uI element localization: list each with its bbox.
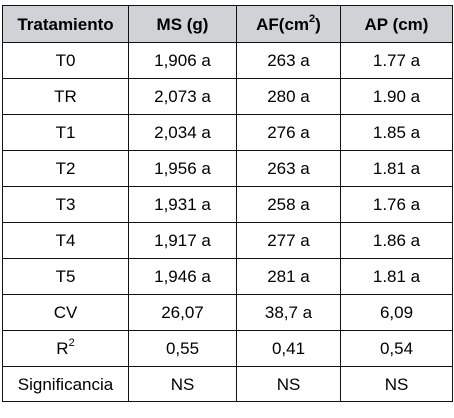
cell-af: 276 a (236, 114, 341, 151)
cell-ap: 1.85 a (340, 114, 453, 151)
table-row: T1 2,034 a 276 a 1.85 a (2, 114, 453, 151)
table-row: T2 1,956 a 263 a 1.81 a (2, 150, 453, 187)
r2-af: 0,41 (236, 330, 341, 367)
r2-label-superscript: 2 (68, 337, 75, 350)
cell-treatment: T4 (2, 222, 129, 259)
cell-ap: 1.77 a (340, 42, 453, 79)
cell-af: 263 a (236, 150, 341, 187)
table-row: TR 2,073 a 280 a 1.90 a (2, 78, 453, 115)
cell-ap: 1.90 a (340, 78, 453, 115)
cell-treatment: TR (2, 78, 129, 115)
cell-ap: 1.76 a (340, 186, 453, 223)
results-table: Tratamiento MS (g) AF(cm2) AP (cm) T0 1,… (2, 5, 453, 402)
table-row: T4 1,917 a 277 a 1.86 a (2, 222, 453, 259)
cell-ap: 1.86 a (340, 222, 453, 259)
cell-ms: 1,946 a (128, 258, 237, 295)
header-af-suffix: ) (315, 14, 321, 34)
significance-ap: NS (340, 366, 453, 402)
header-treatment: Tratamiento (2, 5, 129, 43)
cell-af: 280 a (236, 78, 341, 115)
cell-af: 277 a (236, 222, 341, 259)
cv-row: CV 26,07 38,7 a 6,09 (2, 294, 453, 331)
cell-ap: 1.81 a (340, 258, 453, 295)
r2-label: R2 (2, 330, 129, 367)
cv-af: 38,7 a (236, 294, 341, 331)
cv-label: CV (2, 294, 129, 331)
cell-ms: 1,931 a (128, 186, 237, 223)
r2-row: R2 0,55 0,41 0,54 (2, 330, 453, 367)
cell-treatment: T2 (2, 150, 129, 187)
header-ms: MS (g) (128, 5, 237, 43)
table-row: T5 1,946 a 281 a 1.81 a (2, 258, 453, 295)
cell-af: 263 a (236, 42, 341, 79)
cell-af: 258 a (236, 186, 341, 223)
cell-ms: 1,917 a (128, 222, 237, 259)
table-row: T0 1,906 a 263 a 1.77 a (2, 42, 453, 79)
header-ap: AP (cm) (340, 5, 453, 43)
r2-ms: 0,55 (128, 330, 237, 367)
cell-ms: 2,073 a (128, 78, 237, 115)
cv-ms: 26,07 (128, 294, 237, 331)
cell-ms: 1,906 a (128, 42, 237, 79)
cell-treatment: T1 (2, 114, 129, 151)
significance-af: NS (236, 366, 341, 402)
cell-treatment: T0 (2, 42, 129, 79)
significance-ms: NS (128, 366, 237, 402)
r2-label-base: R (56, 339, 69, 358)
cv-ap: 6,09 (340, 294, 453, 331)
table-row: T3 1,931 a 258 a 1.76 a (2, 186, 453, 223)
r2-ap: 0,54 (340, 330, 453, 367)
cell-af: 281 a (236, 258, 341, 295)
cell-treatment: T3 (2, 186, 129, 223)
significance-row: Significancia NS NS NS (2, 366, 453, 402)
cell-ap: 1.81 a (340, 150, 453, 187)
header-af-prefix: AF(cm (256, 14, 310, 34)
header-row: Tratamiento MS (g) AF(cm2) AP (cm) (2, 5, 453, 43)
cell-ms: 2,034 a (128, 114, 237, 151)
cell-ms: 1,956 a (128, 150, 237, 187)
header-af: AF(cm2) (236, 5, 341, 43)
significance-label: Significancia (2, 366, 129, 402)
cell-treatment: T5 (2, 258, 129, 295)
header-af-superscript: 2 (309, 12, 316, 25)
